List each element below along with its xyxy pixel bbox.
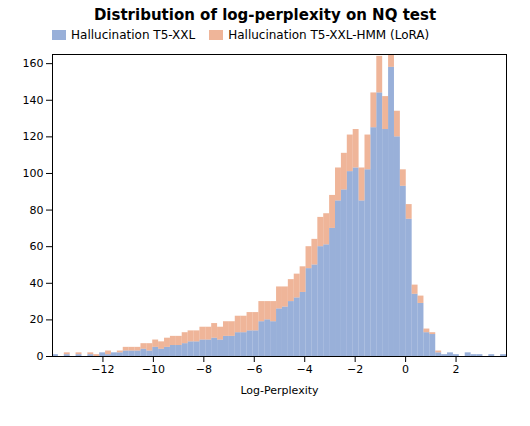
svg-text:160: 160 bbox=[23, 57, 44, 70]
svg-text:80: 80 bbox=[30, 204, 44, 217]
svg-text:−4: −4 bbox=[297, 363, 313, 376]
svg-text:−8: −8 bbox=[196, 363, 212, 376]
svg-text:Log-Perplexity: Log-Perplexity bbox=[240, 384, 319, 397]
svg-text:−2: −2 bbox=[347, 363, 363, 376]
svg-text:40: 40 bbox=[30, 277, 44, 290]
svg-text:120: 120 bbox=[23, 130, 44, 143]
svg-text:20: 20 bbox=[30, 313, 44, 326]
svg-text:0: 0 bbox=[37, 350, 44, 363]
svg-text:−6: −6 bbox=[246, 363, 262, 376]
html-text:Hallucination T5-XXL-HMM (LoRA: Hallucination T5-XXL-HMM (LoRA) bbox=[228, 28, 430, 42]
svg-text:100: 100 bbox=[23, 167, 44, 180]
html-text:Hallucination T5-XXL: Hallucination T5-XXL bbox=[71, 28, 196, 42]
svg-text:140: 140 bbox=[23, 94, 44, 107]
html-text:Distribution of log-perplexity: Distribution of log-perplexity on NQ tes… bbox=[93, 6, 437, 24]
svg-text:60: 60 bbox=[30, 240, 44, 253]
svg-text:−12: −12 bbox=[91, 363, 114, 376]
svg-text:0: 0 bbox=[402, 363, 409, 376]
svg-text:−10: −10 bbox=[142, 363, 165, 376]
svg-text:2: 2 bbox=[453, 363, 460, 376]
